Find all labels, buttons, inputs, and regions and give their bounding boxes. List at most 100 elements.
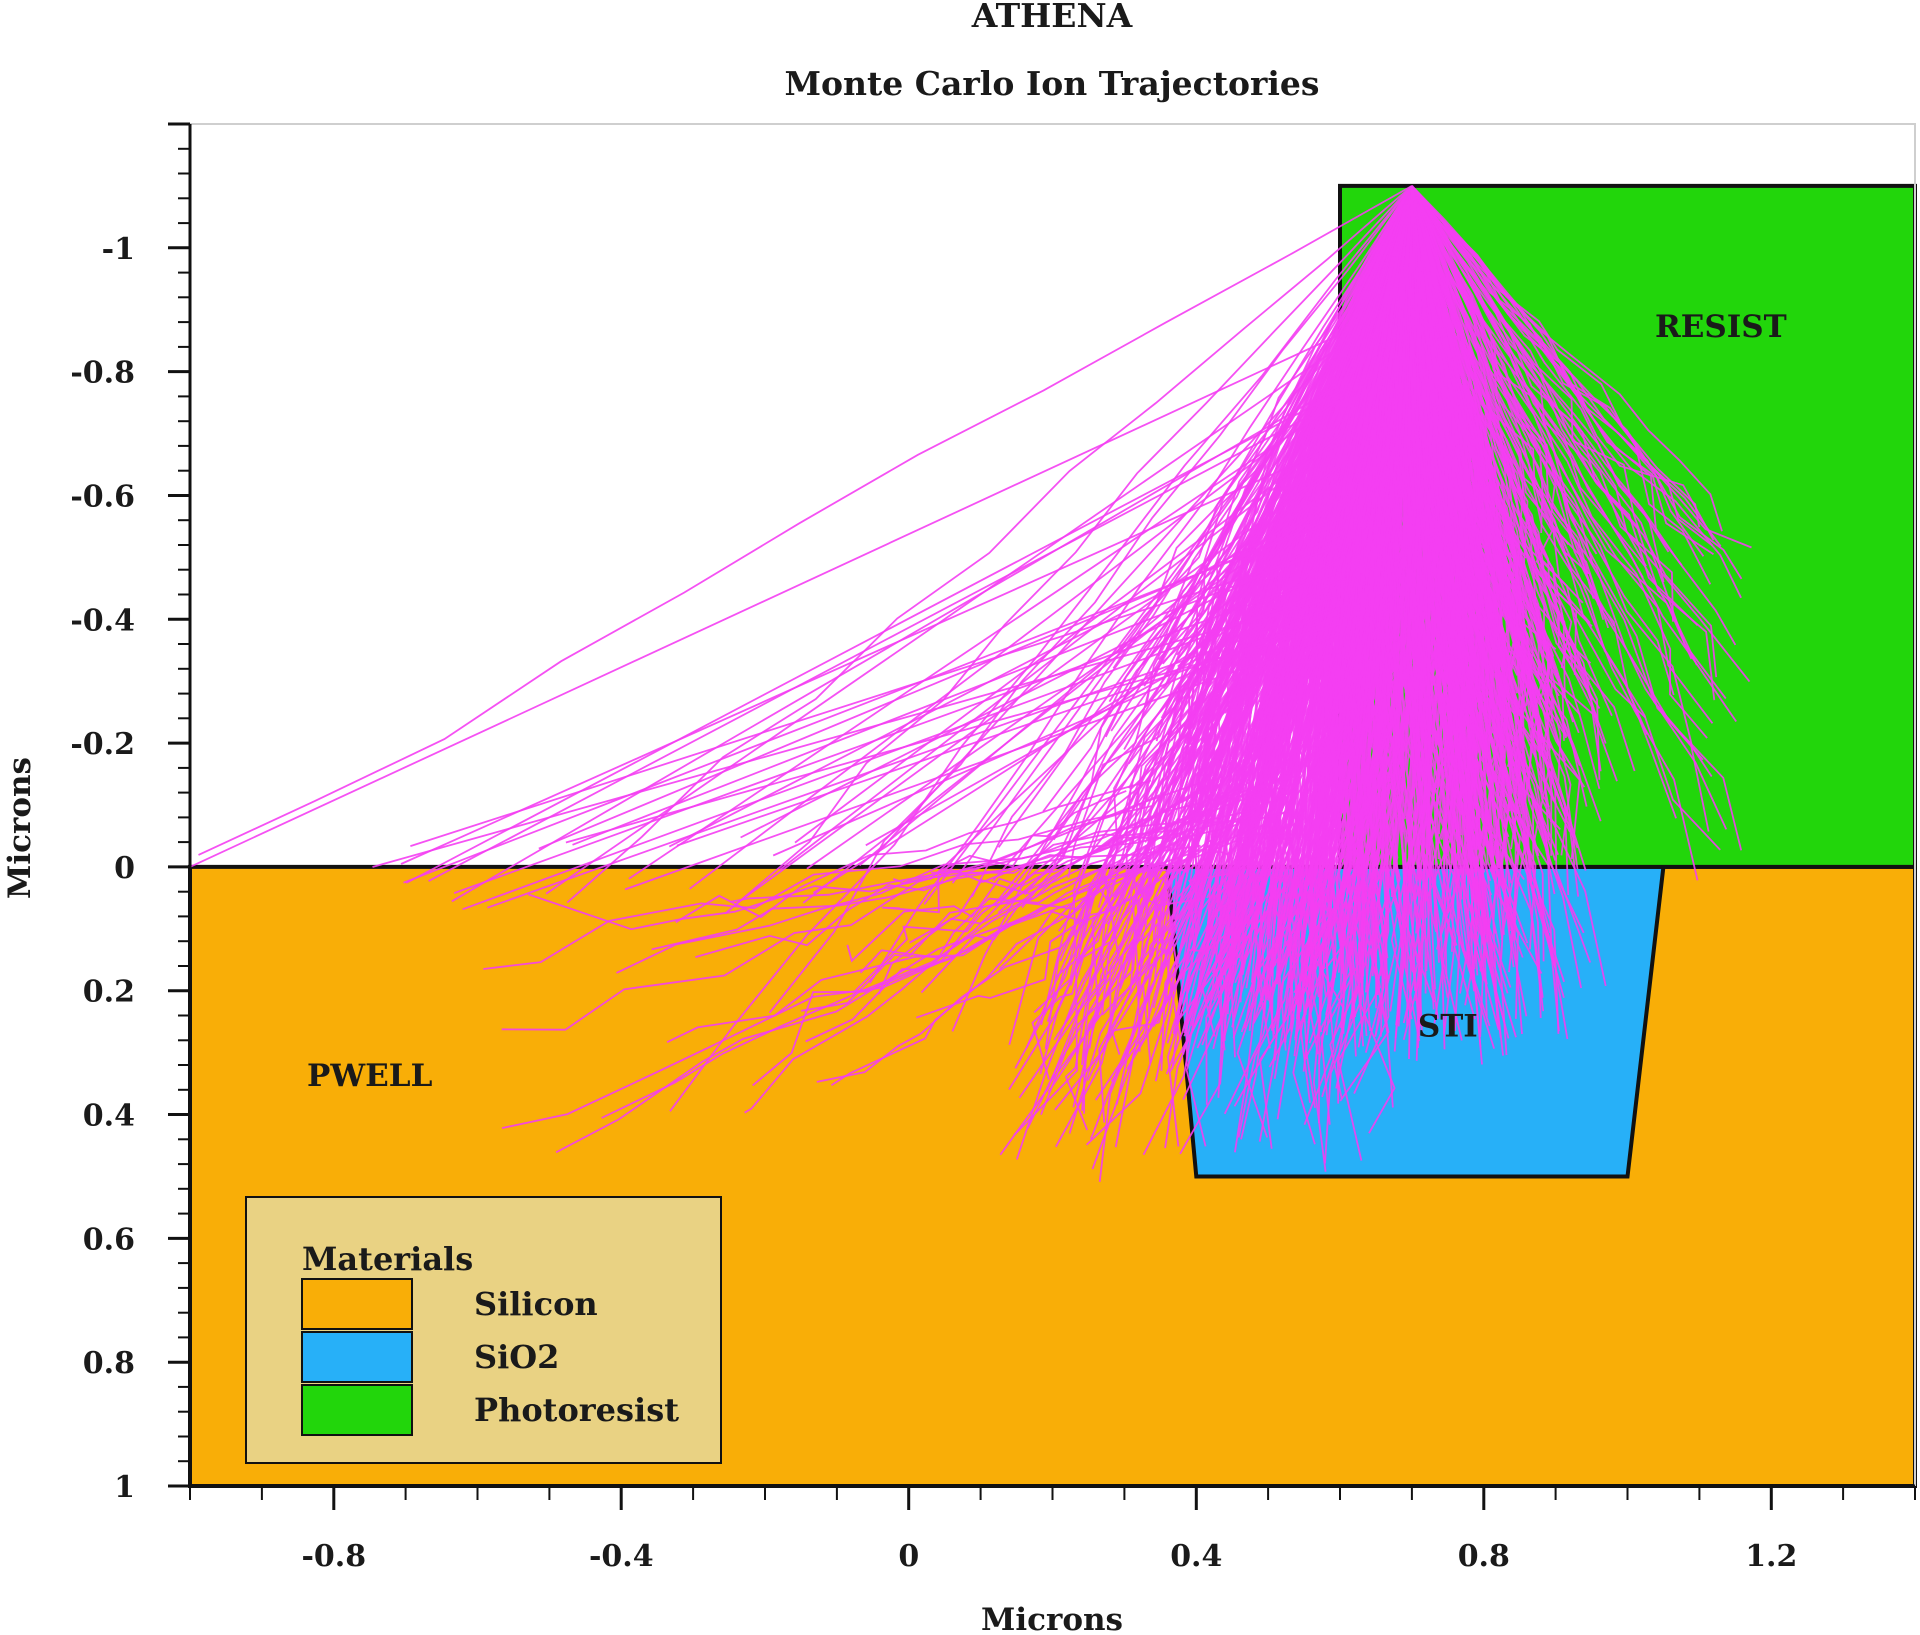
trajectory <box>555 834 1190 1154</box>
trajectory <box>675 779 1152 924</box>
trajectory <box>1142 185 1413 1063</box>
x-tick-label: 0 <box>898 1539 919 1574</box>
trajectory <box>666 831 1258 1044</box>
trajectory <box>1142 185 1413 1156</box>
trajectory <box>1411 185 1737 646</box>
trajectory <box>1411 185 1457 863</box>
trajectory <box>1042 185 1413 813</box>
trajectory <box>1406 185 1423 835</box>
plot-area: PWELL STI RESIST <box>188 123 1917 1488</box>
trajectory <box>830 791 1224 1086</box>
region-label-sti: STI <box>1418 1008 1478 1044</box>
legend-label-silicon: Silicon <box>474 1285 598 1323</box>
trajectory <box>992 484 1341 882</box>
trajectory <box>1411 185 1728 830</box>
y-tick-label: -0.6 <box>70 480 135 515</box>
trajectory <box>628 400 1341 880</box>
trajectory <box>1411 185 1743 580</box>
trajectory <box>695 794 1160 958</box>
trajectory <box>1411 185 1505 632</box>
x-tick-label: -0.4 <box>589 1539 654 1574</box>
trajectory <box>1064 781 1149 1131</box>
y-tick-label: -1 <box>102 232 135 267</box>
trajectory <box>572 543 1341 846</box>
trajectory <box>1411 185 1698 666</box>
chart-title: ATHENA <box>971 0 1133 35</box>
trajectory <box>909 774 1293 944</box>
trajectory <box>1411 185 1500 869</box>
trajectory <box>1411 185 1675 696</box>
trajectory <box>744 783 1144 1114</box>
trajectory <box>730 808 1260 903</box>
legend-swatch-sio2 <box>301 1331 413 1383</box>
x-tick-label: -0.8 <box>301 1539 366 1574</box>
trajectory <box>1058 820 1301 932</box>
trajectory <box>1411 185 1548 692</box>
trajectory <box>812 557 1341 894</box>
y-tick-label: 1 <box>114 1470 135 1505</box>
trajectory <box>405 390 1341 884</box>
trajectory <box>1411 185 1722 547</box>
trajectory <box>189 333 1341 868</box>
trajectory <box>198 185 1413 856</box>
trajectory <box>1023 537 1341 896</box>
y-axis-label: Microns <box>2 757 38 899</box>
trajectory <box>487 604 1341 909</box>
trajectory <box>1368 185 1413 1037</box>
trajectory <box>951 348 1341 884</box>
trajectory <box>689 396 1341 890</box>
y-tick-label: -0.2 <box>70 727 135 762</box>
region-label-pwell: PWELL <box>307 1058 433 1094</box>
trajectory <box>601 791 1241 1119</box>
x-tick-label: 0.4 <box>1170 1539 1222 1574</box>
trajectory <box>1031 820 1176 1080</box>
trajectory <box>1411 185 1568 737</box>
trajectory <box>1267 185 1413 940</box>
trajectory <box>858 464 1341 867</box>
trajectory <box>528 844 1201 931</box>
legend-title: Materials <box>302 1240 473 1278</box>
legend-label-sio2: SiO2 <box>474 1338 559 1376</box>
y-tick-label: 0.6 <box>83 1222 135 1257</box>
ion-trajectories <box>189 185 1752 1182</box>
trajectory <box>565 623 1341 844</box>
trajectory <box>403 517 1341 884</box>
trajectory <box>752 775 1223 1087</box>
trajectory <box>1411 185 1708 739</box>
trajectory <box>1411 185 1693 660</box>
trajectory <box>1411 185 1714 724</box>
trajectory <box>624 632 1341 891</box>
trajectory <box>453 571 1341 894</box>
y-tick-label: -0.8 <box>70 356 135 391</box>
trajectory <box>651 813 1255 951</box>
x-tick-label: 0.8 <box>1458 1539 1510 1574</box>
trajectory <box>400 443 1341 865</box>
x-axis: -0.8 -0.4 0 0.4 0.8 1.2 <box>189 1484 1916 1574</box>
trajectory <box>1402 185 1435 1003</box>
trajectory <box>1411 185 1544 534</box>
trajectory <box>846 826 1163 963</box>
trajectory <box>668 500 1341 848</box>
trajectory <box>1411 185 1699 627</box>
trajectory <box>1411 185 1714 556</box>
trajectory <box>1411 185 1723 532</box>
y-tick-label: 0.2 <box>83 975 135 1010</box>
region-label-resist: RESIST <box>1655 309 1787 345</box>
trajectory <box>428 399 1341 882</box>
trajectory <box>1411 185 1677 819</box>
legend-label-photoresist: Photoresist <box>474 1391 679 1429</box>
trajectory <box>1411 185 1727 700</box>
y-tick-label: -0.4 <box>70 603 135 638</box>
trajectory <box>1018 185 1413 1099</box>
chart-subtitle: Monte Carlo Ion Trajectories <box>785 64 1320 103</box>
trajectory <box>1411 185 1593 627</box>
trajectory <box>724 185 1413 915</box>
trajectory <box>501 819 1277 1129</box>
trajectory <box>892 810 1289 885</box>
trajectory <box>1359 185 1413 1134</box>
y-tick-label: 0.8 <box>83 1346 135 1381</box>
legend-swatch-silicon <box>301 1278 413 1330</box>
trajectory <box>501 778 1211 1031</box>
